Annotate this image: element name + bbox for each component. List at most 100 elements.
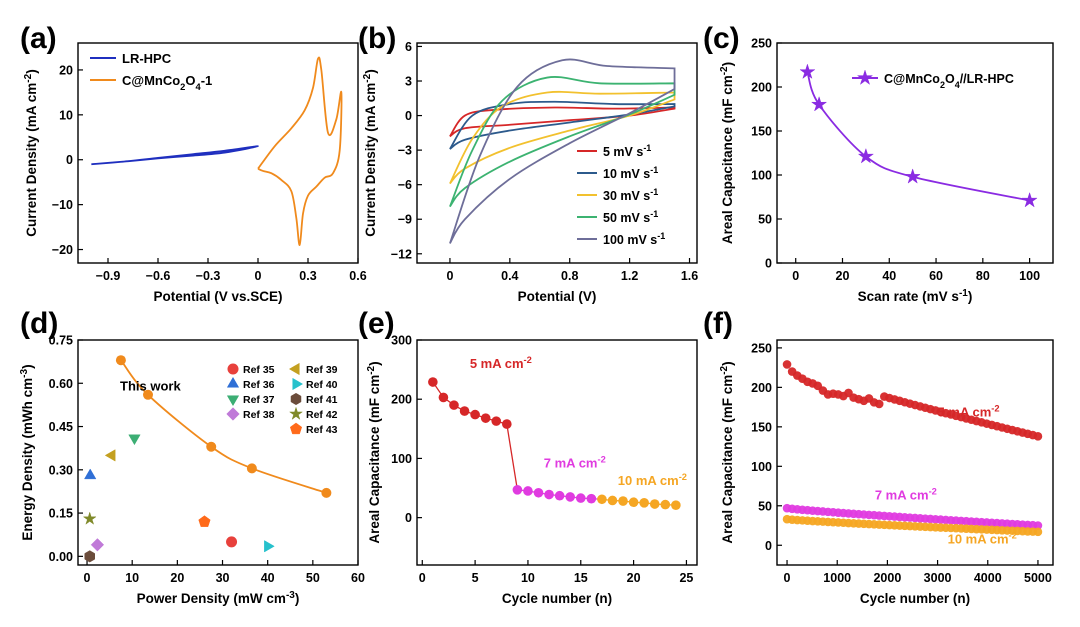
panel-label: (c) xyxy=(703,22,740,55)
x-tick-label: 0 xyxy=(792,269,799,283)
x-tick-label: 50 xyxy=(306,571,320,585)
x-tick-label: 1.2 xyxy=(621,269,638,283)
y-tick-label: 150 xyxy=(751,125,772,139)
x-tick-label: 0 xyxy=(419,571,426,585)
legend-label: Ref 37 xyxy=(243,394,275,406)
legend-label: 30 mV s-1 xyxy=(603,187,658,203)
x-tick-label: 5000 xyxy=(1024,571,1052,585)
legend-label: C@MnCo2O4//LR-HPC xyxy=(884,72,1014,90)
y-tick-label: 3 xyxy=(405,75,412,89)
x-tick-label: 10 xyxy=(125,571,139,585)
y-tick-label: −10 xyxy=(52,198,73,212)
panel-label: (f) xyxy=(703,307,733,340)
data-point xyxy=(115,355,126,366)
x-tick-label: 4000 xyxy=(974,571,1002,585)
legend-label: 5 mV s-1 xyxy=(603,143,651,159)
plot-frame xyxy=(77,42,359,264)
reference-point xyxy=(84,468,97,480)
data-point xyxy=(857,147,875,164)
y-tick-label: 300 xyxy=(391,334,412,348)
panel-c: 0 20 40 60 80 100 0 50 100 150 200 250 Scan rate (mV… xyxy=(703,22,1054,304)
legend-marker xyxy=(226,376,240,388)
data-point xyxy=(143,389,153,400)
data-point xyxy=(544,489,554,500)
series-line xyxy=(91,145,259,166)
series-label: 10 mA cm-2 xyxy=(948,531,1017,547)
legend-label: Ref 40 xyxy=(306,379,338,391)
legend-label: Ref 38 xyxy=(243,409,275,421)
legend-label: Ref 42 xyxy=(306,409,338,421)
data-point xyxy=(321,487,332,498)
data-point xyxy=(799,63,816,80)
reference-point xyxy=(226,536,238,548)
y-tick-label: 100 xyxy=(391,452,412,466)
data-point xyxy=(1033,521,1043,530)
x-tick-label: 0.8 xyxy=(561,269,578,283)
y-tick-label: 0.00 xyxy=(49,550,73,564)
y-tick-label: −3 xyxy=(398,144,412,158)
y-tick-label: 200 xyxy=(391,393,412,407)
x-tick-label: 1.6 xyxy=(681,269,698,283)
y-axis-label: Areal Capacitance (mF cm-2) xyxy=(719,62,736,244)
legend-marker xyxy=(856,69,874,85)
data-point xyxy=(491,416,502,426)
reference-point xyxy=(104,449,116,462)
y-tick-label: −12 xyxy=(391,247,412,261)
x-tick-label: 80 xyxy=(976,269,990,283)
y-tick-label: 150 xyxy=(751,420,772,434)
data-point xyxy=(533,487,544,498)
data-point xyxy=(639,498,649,508)
x-tick-label: 0.4 xyxy=(501,269,518,283)
x-axis-label: Cycle number (n) xyxy=(502,591,612,606)
data-point xyxy=(1033,432,1043,441)
y-axis-label: Energy Density (mWh cm-3) xyxy=(19,364,36,540)
data-point xyxy=(628,497,639,508)
data-point xyxy=(671,500,681,510)
data-point xyxy=(512,485,523,495)
y-tick-label: 6 xyxy=(405,40,412,54)
y-tick-label: 20 xyxy=(59,63,73,77)
data-point xyxy=(660,499,671,510)
reference-point xyxy=(82,511,97,525)
panel-label: (d) xyxy=(20,307,58,340)
series-line xyxy=(806,71,1030,202)
y-tick-label: 0 xyxy=(765,257,772,271)
plot-frame xyxy=(416,42,698,264)
y-tick-label: 10 xyxy=(59,108,73,122)
y-tick-label: 0 xyxy=(405,109,412,123)
x-tick-label: −0.9 xyxy=(96,269,121,283)
y-tick-label: −20 xyxy=(52,243,73,257)
x-tick-label: 0 xyxy=(446,269,453,283)
legend-label: C@MnCo2O4-1 xyxy=(122,73,212,92)
panel-e: 0 5 10 15 20 25 0 100 200 300 Cycle number (n) Area… xyxy=(358,307,698,606)
data-point xyxy=(904,168,921,184)
y-tick-label: 250 xyxy=(751,37,772,51)
data-point xyxy=(607,495,618,506)
y-tick-label: 0 xyxy=(765,539,772,553)
series-loop xyxy=(449,58,676,244)
x-axis-label: Potential (V vs.SCE) xyxy=(153,289,282,304)
data-point xyxy=(618,496,628,506)
x-tick-label: 0 xyxy=(255,269,262,283)
data-point xyxy=(246,463,257,474)
x-axis-label: Potential (V) xyxy=(518,289,597,304)
x-axis-label: Power Density (mW cm-3) xyxy=(137,590,300,607)
x-tick-label: 60 xyxy=(929,269,943,283)
series-label: 10 mA cm-2 xyxy=(618,472,687,488)
series-label: 7 mA cm-2 xyxy=(875,486,937,502)
plot-frame xyxy=(77,339,359,566)
data-point xyxy=(459,406,470,416)
x-tick-label: 15 xyxy=(574,571,588,585)
data-point xyxy=(874,399,884,409)
y-tick-label: 200 xyxy=(751,81,772,95)
panel-a: −0.9 −0.6 −0.3 0 0.3 0.6 −20 −10 0 10 20 Potential … xyxy=(20,22,367,304)
x-tick-label: 100 xyxy=(1019,269,1040,283)
plot-frame xyxy=(776,42,1054,264)
x-axis-label: Cycle number (n) xyxy=(860,591,970,606)
y-tick-label: 50 xyxy=(758,499,772,513)
legend-label: 10 mV s-1 xyxy=(603,165,658,181)
data-point xyxy=(438,392,449,403)
series-loop xyxy=(449,100,676,150)
data-point xyxy=(597,494,607,505)
legend-label: 100 mV s-1 xyxy=(603,231,665,247)
